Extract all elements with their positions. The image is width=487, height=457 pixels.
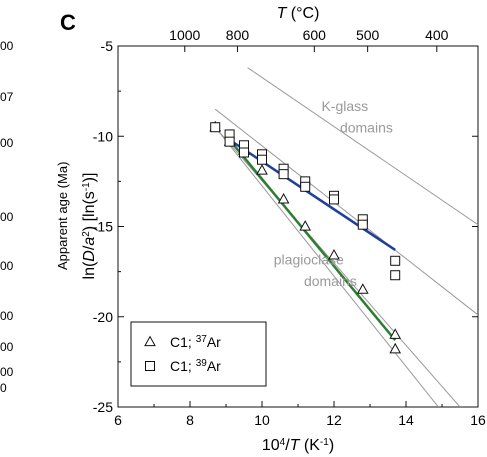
legend-marker-triangle xyxy=(144,335,156,347)
fit-lines xyxy=(228,138,397,342)
domain-annotation: plagioclase xyxy=(274,251,344,267)
domain-annotation: K-glass xyxy=(321,98,368,114)
left-tick: 00 xyxy=(0,39,14,53)
ar37-point xyxy=(299,220,312,231)
x-tick-label: 10 xyxy=(254,412,270,428)
ar37-point xyxy=(328,248,340,260)
legend-box xyxy=(130,321,267,387)
y-tick-label: -10 xyxy=(93,128,113,144)
fit-line xyxy=(228,139,397,342)
left-tick: 00 xyxy=(0,309,14,323)
left-tick: 00 xyxy=(0,210,14,224)
x-axis-label: 104/T (K-1) xyxy=(262,437,334,455)
y-axis-label: ln(D/a2) [ln(s-1)] xyxy=(81,173,99,280)
top-tick-label: 500 xyxy=(356,27,380,43)
legend-marker-square xyxy=(145,361,155,371)
legend-label: C1; 37Ar xyxy=(170,334,221,351)
domain-reference-line xyxy=(214,126,439,407)
domain-reference-line xyxy=(214,126,461,407)
ar39-point xyxy=(257,154,267,165)
left-ylabel: Apparent age (Ma) xyxy=(55,162,70,270)
x-axis: 6 8 10 12 14 16 xyxy=(114,401,486,428)
ar39-point xyxy=(239,147,249,158)
ar39-point xyxy=(357,219,368,230)
x-tick-label: 12 xyxy=(326,412,342,428)
y-tick-label: -15 xyxy=(93,219,113,235)
y-tick-label: -5 xyxy=(101,38,114,54)
ar39-point xyxy=(210,122,221,133)
domain-annotation: domains xyxy=(340,120,393,136)
ar39-point xyxy=(278,169,289,180)
left-tick: 07 xyxy=(0,90,14,104)
fit-line xyxy=(228,138,396,252)
x-tick-label: 16 xyxy=(470,412,486,428)
ar39-point xyxy=(300,181,311,192)
domain-annotation: domains xyxy=(304,273,357,289)
top-tick-label: 600 xyxy=(303,27,327,43)
left-tick: 0 xyxy=(0,381,7,395)
ar39-point xyxy=(224,136,235,147)
top-tick-label: 400 xyxy=(425,27,449,43)
ar37-point xyxy=(356,283,369,294)
top-tick-label: 1000 xyxy=(169,27,200,43)
reference-lines xyxy=(214,67,478,407)
annotations: K-glass domains plagioclase domains xyxy=(274,98,393,289)
ar37-point xyxy=(389,342,402,354)
left-tick: 00 xyxy=(0,340,14,354)
y-tick-label: -25 xyxy=(93,399,113,415)
top-tick-label: 800 xyxy=(226,27,250,43)
ar39-point xyxy=(329,194,339,205)
data-points xyxy=(209,120,402,354)
top-axis: 1000 800 600 500 400 xyxy=(169,27,449,52)
x-tick-label: 8 xyxy=(186,412,194,428)
ar39-point xyxy=(390,270,401,281)
left-tick: 00 xyxy=(0,365,14,379)
left-panel-fragments: 00 07 00 00 00 00 00 00 0 Apparent age (… xyxy=(0,39,70,395)
y-axis: -5 -10 -15 -20 -25 xyxy=(93,38,478,415)
domain-reference-line xyxy=(247,67,478,226)
y-tick-label: -20 xyxy=(93,309,113,325)
ar37-point xyxy=(389,328,402,339)
x-tick-label: 14 xyxy=(398,412,414,428)
domain-reference-line xyxy=(214,108,478,316)
ar37-point xyxy=(277,192,290,204)
legend: C1; 37Ar C1; 39Ar xyxy=(130,321,267,387)
top-axis-label: T (°C) xyxy=(277,5,320,22)
panel-label: C xyxy=(60,10,76,35)
x-tick-label: 6 xyxy=(114,412,122,428)
ar39-point xyxy=(390,255,401,266)
ar37-point xyxy=(256,164,268,175)
left-tick: 00 xyxy=(0,136,14,150)
legend-label: C1; 39Ar xyxy=(170,358,221,375)
left-tick: 00 xyxy=(0,259,14,273)
